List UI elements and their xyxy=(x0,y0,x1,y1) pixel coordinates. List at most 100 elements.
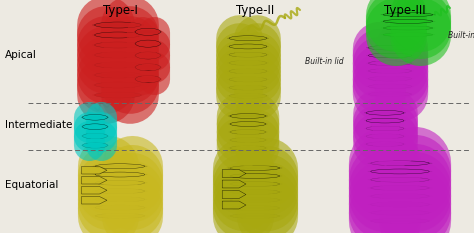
Ellipse shape xyxy=(95,62,141,68)
Ellipse shape xyxy=(383,13,433,17)
Ellipse shape xyxy=(136,52,161,59)
Ellipse shape xyxy=(227,37,269,39)
Ellipse shape xyxy=(381,14,436,16)
Ellipse shape xyxy=(81,116,109,119)
Ellipse shape xyxy=(95,205,145,210)
Ellipse shape xyxy=(228,207,283,209)
PathPatch shape xyxy=(82,196,107,204)
Ellipse shape xyxy=(95,22,141,28)
Ellipse shape xyxy=(229,77,267,82)
Ellipse shape xyxy=(366,93,414,95)
Ellipse shape xyxy=(366,134,404,139)
Ellipse shape xyxy=(364,127,406,130)
Ellipse shape xyxy=(371,210,429,215)
Ellipse shape xyxy=(371,161,429,166)
Ellipse shape xyxy=(92,73,144,76)
Ellipse shape xyxy=(136,28,161,35)
Ellipse shape xyxy=(92,54,144,56)
Ellipse shape xyxy=(366,110,404,115)
Ellipse shape xyxy=(366,62,414,64)
Ellipse shape xyxy=(230,206,280,210)
PathPatch shape xyxy=(82,186,107,194)
Ellipse shape xyxy=(82,115,108,120)
Ellipse shape xyxy=(81,125,109,128)
Ellipse shape xyxy=(367,195,432,197)
Ellipse shape xyxy=(229,69,267,74)
Ellipse shape xyxy=(134,77,162,81)
Text: Built-in lid: Built-in lid xyxy=(305,58,344,66)
Ellipse shape xyxy=(92,93,144,96)
Ellipse shape xyxy=(364,143,406,145)
Ellipse shape xyxy=(228,115,268,117)
Ellipse shape xyxy=(95,172,145,177)
PathPatch shape xyxy=(82,177,107,184)
Ellipse shape xyxy=(228,199,283,201)
Ellipse shape xyxy=(366,54,414,57)
Ellipse shape xyxy=(381,20,436,22)
Ellipse shape xyxy=(95,180,145,185)
Ellipse shape xyxy=(364,112,406,114)
Ellipse shape xyxy=(95,32,141,38)
Ellipse shape xyxy=(230,122,266,126)
PathPatch shape xyxy=(222,191,246,199)
Ellipse shape xyxy=(229,61,267,65)
Ellipse shape xyxy=(367,170,432,173)
PathPatch shape xyxy=(222,180,246,188)
Ellipse shape xyxy=(228,139,268,141)
PathPatch shape xyxy=(222,201,246,209)
Ellipse shape xyxy=(134,42,162,45)
Ellipse shape xyxy=(95,72,141,78)
Ellipse shape xyxy=(368,69,411,73)
Ellipse shape xyxy=(136,64,161,71)
Text: Built-in lid: Built-in lid xyxy=(448,31,474,40)
Ellipse shape xyxy=(228,147,268,149)
Ellipse shape xyxy=(92,24,144,27)
Text: Type-III: Type-III xyxy=(384,4,426,17)
Ellipse shape xyxy=(383,26,433,30)
Ellipse shape xyxy=(92,182,147,184)
Ellipse shape xyxy=(229,44,267,49)
Ellipse shape xyxy=(92,206,147,209)
Ellipse shape xyxy=(366,85,414,88)
Ellipse shape xyxy=(92,165,147,168)
Ellipse shape xyxy=(228,191,283,193)
Ellipse shape xyxy=(227,53,269,56)
Ellipse shape xyxy=(229,36,267,41)
Ellipse shape xyxy=(136,75,161,83)
Ellipse shape xyxy=(229,93,267,98)
Ellipse shape xyxy=(368,53,411,58)
Ellipse shape xyxy=(92,83,144,86)
Ellipse shape xyxy=(92,215,147,217)
Ellipse shape xyxy=(367,211,432,214)
Ellipse shape xyxy=(366,126,404,131)
Ellipse shape xyxy=(227,45,269,48)
Ellipse shape xyxy=(368,84,411,89)
Ellipse shape xyxy=(92,64,144,66)
Ellipse shape xyxy=(227,62,269,64)
Ellipse shape xyxy=(230,130,266,134)
Ellipse shape xyxy=(95,213,145,218)
Ellipse shape xyxy=(366,78,414,80)
Ellipse shape xyxy=(228,123,268,125)
Ellipse shape xyxy=(229,52,267,57)
Ellipse shape xyxy=(230,190,280,194)
Ellipse shape xyxy=(227,86,269,89)
Ellipse shape xyxy=(95,42,141,48)
Ellipse shape xyxy=(92,190,147,192)
Ellipse shape xyxy=(228,215,283,217)
Ellipse shape xyxy=(227,78,269,81)
Ellipse shape xyxy=(230,214,280,218)
Ellipse shape xyxy=(228,175,283,177)
Ellipse shape xyxy=(371,218,429,223)
Ellipse shape xyxy=(228,131,268,133)
Ellipse shape xyxy=(368,45,411,50)
Ellipse shape xyxy=(366,47,414,49)
Ellipse shape xyxy=(92,34,144,37)
Ellipse shape xyxy=(134,65,162,69)
Ellipse shape xyxy=(383,33,433,37)
Text: Intermediate: Intermediate xyxy=(5,120,73,130)
Ellipse shape xyxy=(364,135,406,137)
Ellipse shape xyxy=(228,183,283,185)
Ellipse shape xyxy=(366,142,404,146)
Ellipse shape xyxy=(368,61,411,65)
